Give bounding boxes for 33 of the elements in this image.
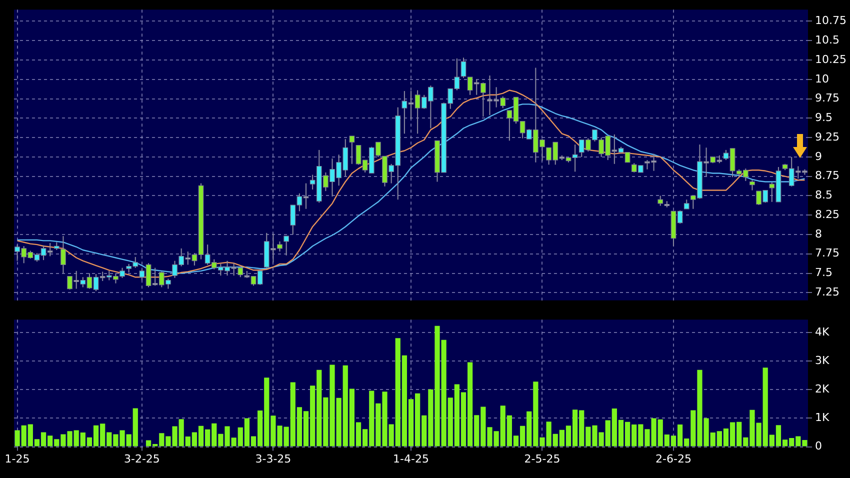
candlestick bbox=[284, 236, 289, 256]
x-tick-label: 3-3-25 bbox=[255, 452, 292, 466]
candlestick bbox=[60, 236, 66, 274]
y-tick-label: 7.5 bbox=[815, 266, 832, 280]
y-tick-label: 10.75 bbox=[815, 14, 846, 28]
y-tick-label: 10 bbox=[815, 72, 829, 86]
y-tick-label: 2K bbox=[815, 382, 830, 396]
y-tick-label: 7.25 bbox=[815, 286, 840, 299]
y-tick-label: 9 bbox=[815, 150, 822, 163]
y-tick-label: 9.75 bbox=[815, 92, 840, 105]
y-tick-label: 0 bbox=[815, 440, 822, 453]
candlestick bbox=[349, 136, 355, 164]
y-tick-label: 3K bbox=[815, 354, 830, 367]
y-tick-label: 10.5 bbox=[815, 33, 840, 46]
y-tick-label: 9.5 bbox=[815, 111, 832, 124]
y-tick-label: 8.25 bbox=[815, 208, 840, 221]
y-tick-label: 8.5 bbox=[815, 188, 832, 202]
y-tick-label: 8.75 bbox=[815, 169, 840, 182]
y-tick-label: 7.75 bbox=[815, 246, 840, 260]
x-tick-label: 1-25 bbox=[4, 452, 30, 466]
y-tick-label: 1K bbox=[815, 411, 830, 424]
y-tick-label: 10.25 bbox=[815, 52, 846, 66]
candlestick bbox=[460, 57, 466, 78]
x-tick-label: 2-6-25 bbox=[656, 452, 692, 466]
y-tick-label: 8 bbox=[815, 227, 822, 240]
candlestick bbox=[658, 195, 664, 206]
x-tick-label: 3-2-25 bbox=[124, 452, 160, 466]
y-tick-label: 9.25 bbox=[815, 130, 840, 144]
x-tick-label: 2-5-25 bbox=[524, 452, 560, 466]
x-tick-label: 1-4-25 bbox=[393, 452, 429, 466]
candlestick bbox=[750, 180, 755, 191]
y-tick-label: 4K bbox=[815, 325, 830, 338]
candlestick bbox=[684, 199, 690, 210]
